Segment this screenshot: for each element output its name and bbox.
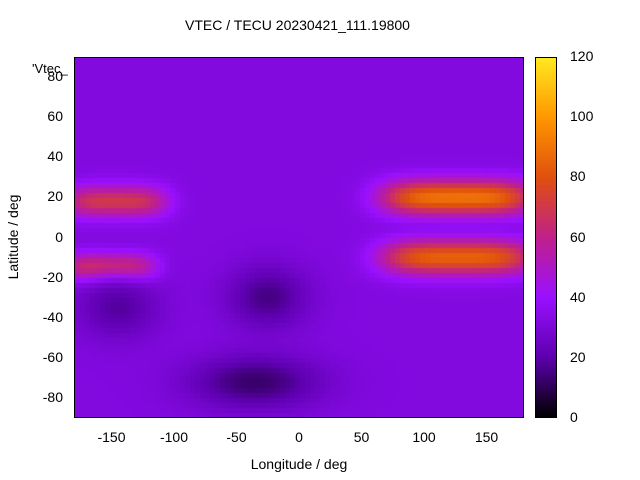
x-tick-label: -150	[97, 429, 126, 445]
key-label: 'Vtec_	[32, 61, 68, 76]
colorbar-tick-label: 60	[570, 228, 586, 245]
y-axis-label: Latitude / deg	[5, 194, 21, 280]
x-tick-label: 50	[353, 429, 370, 445]
x-tick-label: -50	[226, 429, 247, 445]
colorbar-tick-label: 80	[570, 168, 586, 185]
colorbar-tick-label: 40	[570, 288, 586, 305]
colorbar-tick-label: 120	[570, 48, 594, 64]
y-tick-label: 20	[47, 188, 63, 205]
y-tick-label: 80	[47, 68, 63, 85]
y-tick-label: -80	[42, 388, 63, 405]
chart-title: VTEC / TECU 20230421_111.19800	[185, 17, 410, 33]
x-axis-label: Longitude / deg	[250, 456, 348, 472]
x-tick-label: 150	[474, 429, 499, 445]
y-tick-label: 60	[47, 108, 63, 125]
y-tick-label: -60	[42, 348, 63, 365]
x-tick-label: 0	[295, 429, 303, 445]
colorbar	[535, 57, 557, 418]
colorbar-tick-label: 20	[570, 348, 586, 365]
y-tick-label: 0	[55, 228, 63, 245]
vtec-heatmap	[74, 57, 524, 418]
x-tick-label: 100	[412, 429, 436, 445]
y-tick-label: -20	[42, 268, 63, 285]
colorbar-tick-label: 0	[570, 409, 578, 425]
y-tick-label: 40	[47, 148, 63, 165]
y-tick-label: -40	[42, 308, 63, 325]
x-tick-label: -100	[159, 429, 189, 445]
colorbar-tick-label: 100	[570, 108, 594, 125]
